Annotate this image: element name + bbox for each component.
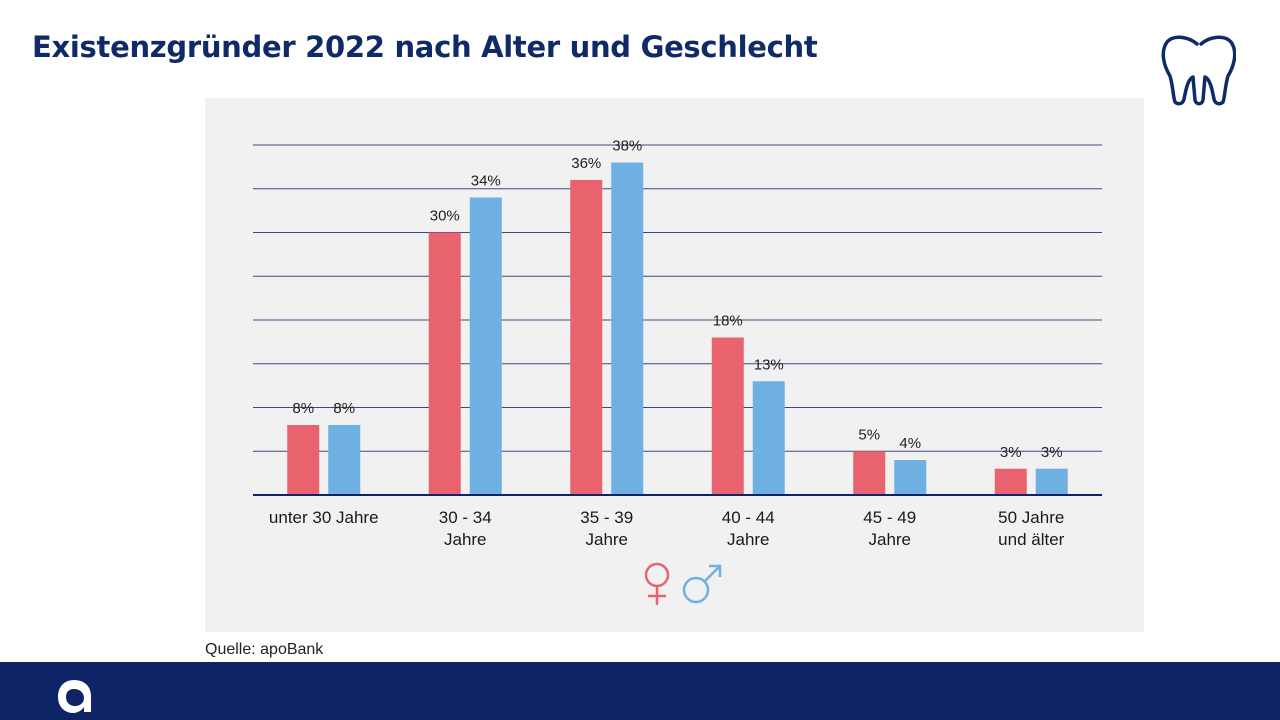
x-tick-label: 40 - 44 <box>722 508 775 527</box>
page-title: Existenzgründer 2022 nach Alter und Gesc… <box>32 30 818 64</box>
bar-female <box>287 425 320 495</box>
data-label: 5% <box>858 426 880 443</box>
bar-female <box>853 451 886 495</box>
footer-bar <box>0 662 1280 720</box>
data-label: 4% <box>899 435 921 452</box>
data-label: 38% <box>612 138 642 155</box>
bar-male <box>469 197 502 495</box>
chart-panel: 8% 8% unter 30 Jahre 30% 34% 30 - 34 Jahre 36% 3… <box>205 98 1144 632</box>
tooth-icon <box>1161 35 1236 106</box>
apobank-logo-icon <box>58 680 91 713</box>
data-label: 8% <box>292 400 314 417</box>
bar-female <box>994 468 1027 495</box>
data-label: 3% <box>1041 444 1063 461</box>
bar-male <box>894 460 927 495</box>
data-label: 13% <box>754 356 784 373</box>
data-label: 36% <box>571 155 601 172</box>
data-label: 8% <box>333 400 355 417</box>
bar-male <box>1035 468 1068 495</box>
bar-chart: 8% 8% unter 30 Jahre 30% 34% 30 - 34 Jahre 36% 3… <box>253 138 1102 605</box>
data-label: 30% <box>430 208 460 225</box>
x-tick-label: und älter <box>998 530 1064 549</box>
x-tick-label: 30 - 34 <box>439 508 492 527</box>
bar-male <box>611 162 644 495</box>
bar-female <box>570 180 603 495</box>
x-tick-label: unter 30 Jahre <box>269 508 379 527</box>
data-label: 18% <box>713 313 743 330</box>
bar-female <box>428 232 461 495</box>
bar-female <box>711 337 744 495</box>
legend-male-icon <box>682 564 722 604</box>
data-label: 3% <box>1000 444 1022 461</box>
x-tick-label: Jahre <box>585 530 628 549</box>
x-tick-label: 50 Jahre <box>998 508 1064 527</box>
x-tick-label: 35 - 39 <box>580 508 633 527</box>
x-tick-label: 45 - 49 <box>863 508 916 527</box>
source-note: Quelle: apoBank <box>205 641 324 658</box>
data-label: 34% <box>471 173 501 190</box>
legend-female-icon <box>644 562 670 605</box>
bar-male <box>752 381 785 495</box>
x-tick-label: Jahre <box>868 530 911 549</box>
bar-male <box>328 425 361 495</box>
x-tick-label: Jahre <box>444 530 487 549</box>
x-tick-label: Jahre <box>727 530 770 549</box>
